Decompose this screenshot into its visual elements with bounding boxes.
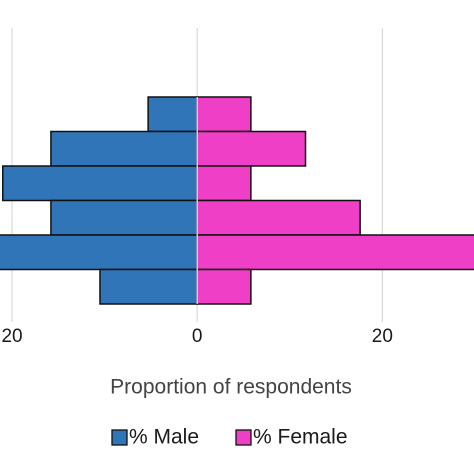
bar bbox=[196, 165, 252, 202]
bar bbox=[2, 165, 198, 202]
legend-swatch bbox=[235, 429, 252, 446]
x-tick-label: 20 bbox=[372, 326, 393, 347]
legend: % Male % Female bbox=[111, 426, 348, 449]
bar bbox=[50, 130, 198, 167]
bar bbox=[99, 268, 198, 305]
bar bbox=[196, 268, 252, 305]
bar bbox=[50, 199, 198, 236]
bar bbox=[196, 130, 307, 167]
legend-label: % Male bbox=[129, 426, 199, 449]
bar bbox=[196, 96, 252, 133]
bar bbox=[196, 199, 361, 236]
x-tick-label: 0 bbox=[192, 326, 203, 347]
x-tick-label: 20 bbox=[1, 326, 22, 347]
legend-swatch bbox=[111, 429, 128, 446]
x-axis-title: Proportion of respondents bbox=[110, 376, 352, 399]
ticks: 20 0 20 bbox=[1, 326, 392, 347]
bar bbox=[196, 234, 474, 271]
bar bbox=[147, 96, 198, 133]
bar bbox=[0, 234, 198, 271]
legend-label: % Female bbox=[253, 426, 348, 449]
bars bbox=[0, 96, 474, 305]
